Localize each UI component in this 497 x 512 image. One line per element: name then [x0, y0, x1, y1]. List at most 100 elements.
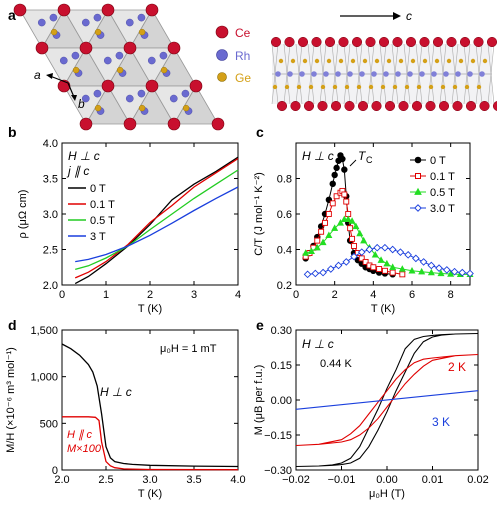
legend-label: 3 T — [90, 231, 106, 243]
annotation: H ⊥ c — [302, 337, 334, 351]
legend-label: 0.5 T — [430, 187, 455, 199]
ge-atom — [356, 84, 362, 90]
rh-atom — [395, 71, 401, 77]
legend-label: 0.1 T — [90, 199, 115, 211]
ge-atom — [72, 66, 80, 74]
y-tick-label: 1,000 — [30, 372, 58, 384]
ce-atom — [351, 36, 363, 48]
ge-atom — [302, 58, 308, 64]
y-tick-label: 2.0 — [43, 280, 58, 292]
y-tick-label: 1,500 — [30, 325, 58, 337]
ge-atom — [50, 28, 58, 36]
ce-atom — [405, 36, 417, 48]
ce-atom — [419, 36, 430, 48]
data-point — [319, 238, 327, 246]
rh-atom — [147, 56, 156, 65]
ce-atom — [357, 100, 369, 112]
rh-atom — [71, 51, 80, 60]
rh-atom — [159, 51, 168, 60]
annotation: H ⊥ c — [100, 385, 132, 399]
data-point — [357, 248, 366, 256]
series-line — [75, 169, 239, 271]
data-point — [331, 171, 338, 179]
data-point — [365, 245, 374, 254]
ce-atom — [35, 41, 49, 55]
ge-atom — [470, 58, 476, 64]
panel-label-d: d — [8, 317, 17, 333]
data-point — [311, 269, 320, 278]
y-tick-label: 0.00 — [271, 395, 292, 407]
annotation: 0.44 K — [320, 358, 352, 370]
legend-label: 3.0 T — [430, 203, 455, 215]
element-legend: Ce Rh Ge — [215, 25, 251, 85]
ge-atom — [350, 58, 356, 64]
axis-a-arrow — [49, 75, 69, 84]
ge-atom — [290, 58, 296, 64]
rh-atom — [323, 71, 329, 77]
panel-label-b: b — [8, 124, 17, 140]
specific-heat-chart: 0 2 4 6 8 0.2 0.4 0.6 0.8 T (K) C/T (J mol⁻¹ K⁻²) H… — [253, 142, 474, 315]
data-point — [427, 268, 435, 276]
ce-atom — [365, 36, 376, 48]
y-tick-label: 4.0 — [43, 138, 58, 150]
data-point — [399, 271, 406, 278]
rh-atom — [93, 89, 102, 98]
y-axis-label: C/T (J mol⁻¹ K⁻²) — [253, 172, 265, 256]
ge-atom — [404, 84, 410, 90]
data-point — [319, 268, 327, 277]
data-point — [437, 269, 445, 277]
data-point — [381, 267, 388, 274]
y-axis-label: M/H (×10⁻⁶ m³ mol⁻¹) — [5, 347, 17, 453]
x-tick-label: 0 — [59, 289, 65, 301]
legend-marker — [414, 204, 422, 212]
ce-atom — [57, 3, 71, 17]
series-line — [295, 332, 479, 468]
legend-ge-atom — [217, 72, 227, 82]
series-line — [295, 390, 479, 410]
ge-atom — [308, 84, 314, 90]
tc-arrow — [349, 159, 357, 167]
ce-atom — [79, 41, 93, 55]
c-axis: c — [340, 9, 412, 23]
ce-atom — [425, 100, 436, 112]
axis-c-label: c — [406, 9, 412, 23]
rh-atom — [59, 56, 68, 65]
ge-atom — [428, 84, 434, 90]
data-point — [389, 263, 397, 270]
data-point — [344, 215, 352, 223]
y-tick-label: −0.30 — [264, 465, 292, 477]
data-point — [373, 243, 382, 252]
data-point — [333, 164, 340, 172]
ge-atom — [160, 66, 168, 74]
x-tick-label: 2 — [147, 289, 153, 301]
ge-atom — [464, 84, 470, 90]
x-axis-label: T (K) — [371, 303, 395, 315]
ge-atom — [138, 28, 146, 36]
ce-atom — [330, 100, 342, 112]
ge-atom — [368, 84, 374, 90]
data-point — [418, 267, 426, 275]
axis-b-label: b — [78, 97, 85, 111]
ce-atom — [384, 100, 396, 112]
susceptibility-chart: 2.0 2.5 3.0 3.5 4.0 0 500 1,000 1,500 T (K) M/H (×… — [5, 325, 246, 500]
annotation: μ₀H = 1 mT — [160, 343, 217, 355]
rh-atom — [81, 18, 90, 27]
ge-atom — [314, 58, 320, 64]
data-point — [371, 250, 379, 258]
panel-label-e: e — [256, 317, 264, 333]
ce-atom — [276, 100, 288, 112]
rh-atom — [125, 94, 134, 103]
data-point — [347, 225, 354, 232]
ce-atom — [101, 79, 115, 93]
y-tick-label: 3.0 — [43, 209, 58, 221]
data-point — [314, 237, 321, 244]
data-point — [352, 222, 360, 230]
data-point — [362, 258, 369, 265]
data-point — [318, 228, 325, 235]
rh-atom — [93, 13, 102, 22]
ge-atom — [94, 104, 102, 112]
ce-atom — [167, 117, 181, 131]
ge-atom — [476, 84, 482, 90]
series-line — [75, 186, 239, 263]
legend-rh-atom — [216, 49, 228, 61]
